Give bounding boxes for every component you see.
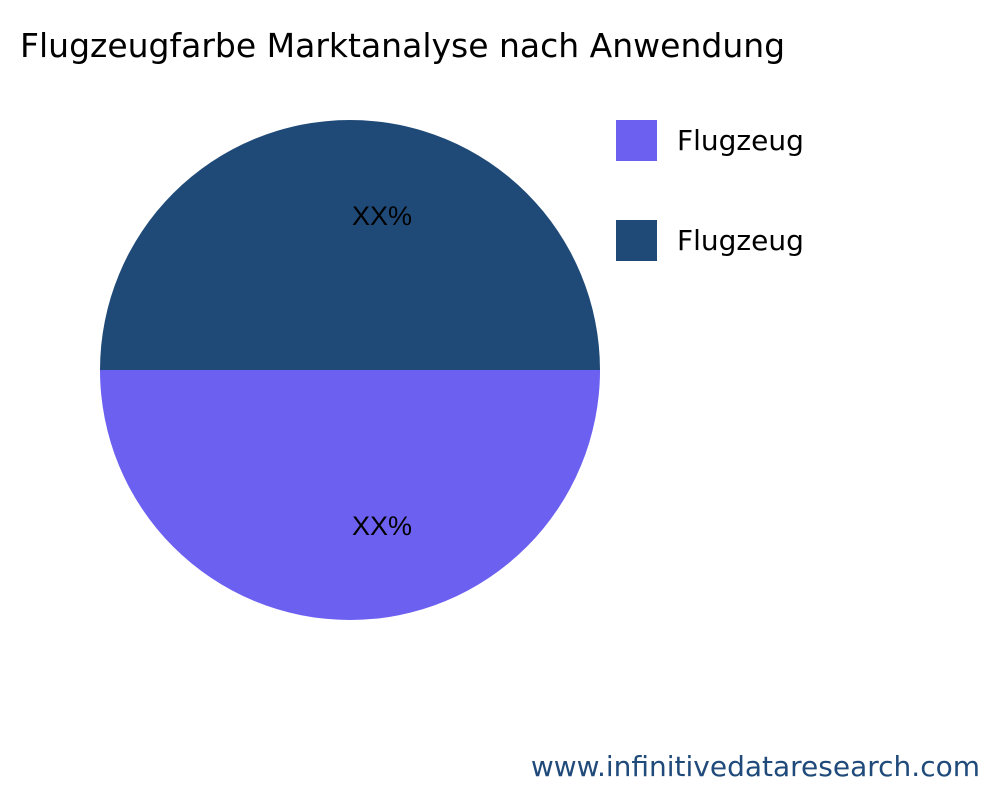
slice-data-label: XX% <box>352 511 412 541</box>
legend-swatch <box>616 219 657 261</box>
legend-item: Flugzeug <box>616 219 804 261</box>
legend-label: Flugzeug <box>677 123 804 157</box>
legend-swatch <box>616 119 657 161</box>
legend-item: Flugzeug <box>616 119 804 161</box>
pie-slice <box>100 370 600 620</box>
legend-label: Flugzeug <box>677 223 804 257</box>
footer-url: www.infinitivedataresearch.com <box>530 750 980 783</box>
pie-slice <box>100 120 600 370</box>
slice-data-label: XX% <box>352 201 412 231</box>
chart-title: Flugzeugfarbe Marktanalyse nach Anwendun… <box>20 26 786 65</box>
